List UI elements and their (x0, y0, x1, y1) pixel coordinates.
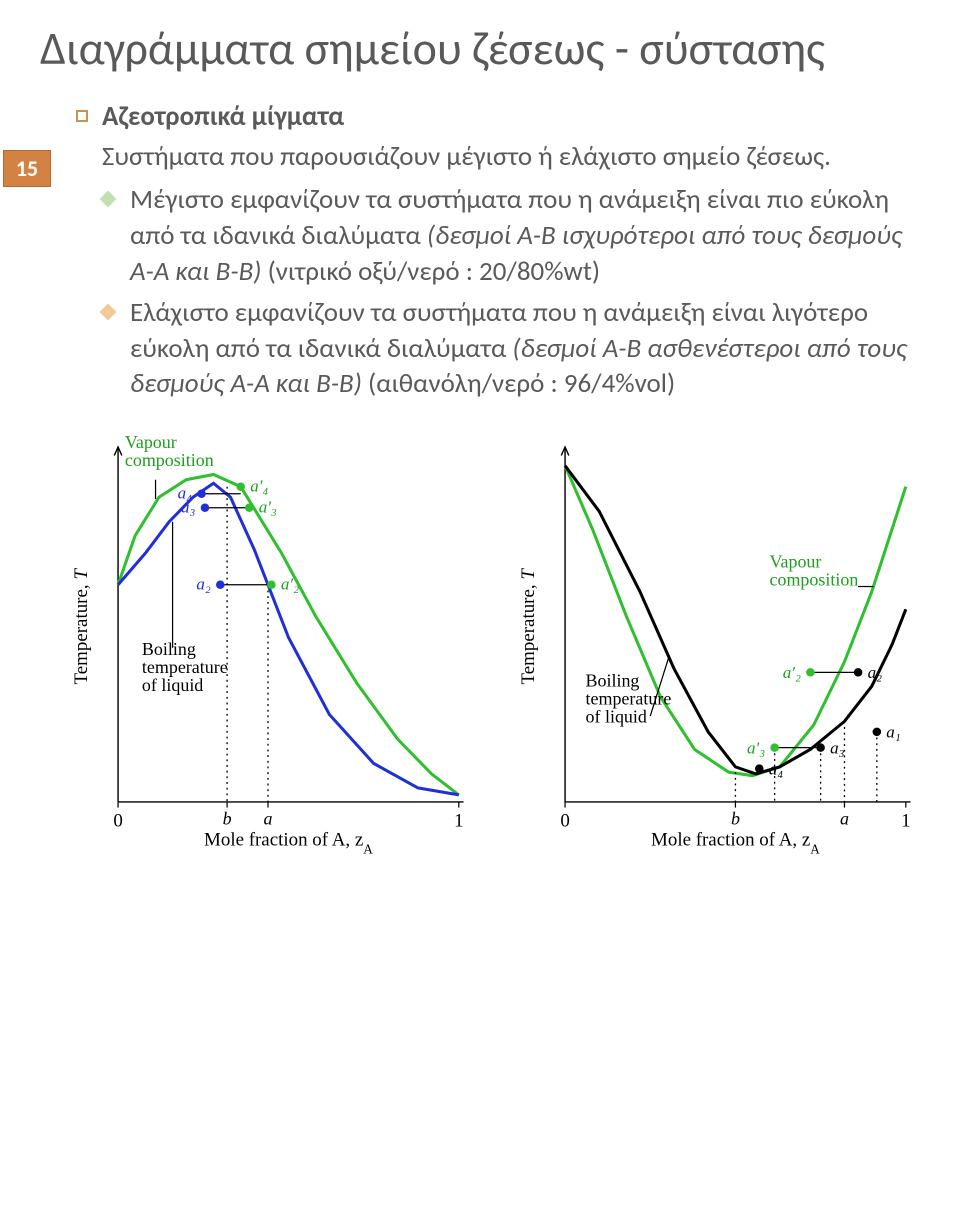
square-bullet-icon (76, 110, 88, 122)
svg-text:1: 1 (901, 811, 910, 832)
svg-text:Boilingtemperatureof liquid: Boilingtemperatureof liquid (142, 639, 228, 695)
svg-text:a₃: a₃ (830, 738, 845, 757)
svg-text:a₄: a₄ (769, 759, 784, 778)
svg-text:Vapourcomposition: Vapourcomposition (770, 551, 859, 589)
svg-text:0: 0 (113, 811, 122, 832)
svg-text:Temperature, T: Temperature, T (518, 568, 539, 685)
bullet-text: Ελάχιστο εμφανίζουν τα συστήματα που η α… (130, 295, 920, 402)
svg-text:a′₄: a′₄ (250, 477, 268, 496)
svg-text:Mole fraction of A, zA: Mole fraction of A, zA (651, 830, 820, 857)
svg-text:1: 1 (454, 811, 463, 832)
svg-text:a₃: a₃ (181, 498, 196, 517)
slide-number-badge: 15 (3, 150, 51, 187)
svg-text:a₂: a₂ (196, 575, 211, 594)
svg-text:Boilingtemperatureof liquid: Boilingtemperatureof liquid (586, 670, 672, 726)
phase-diagram-minimum: 0 1 Mole fraction of A, zA Temperature, T Va… (513, 426, 920, 856)
svg-text:a′₂: a′₂ (281, 575, 299, 594)
bullet-item: Ελάχιστο εμφανίζουν τα συστήματα που η α… (102, 295, 920, 402)
svg-text:a₂: a₂ (868, 663, 883, 682)
section-heading-row: Αζεοτροπικά μίγματα (76, 100, 920, 133)
svg-text:a₁: a₁ (886, 723, 900, 742)
bullet-text: Μέγιστο εμφανίζουν τα συστήματα που η αν… (130, 182, 920, 289)
diamond-bullet-icon (100, 304, 117, 321)
charts-row: 0 1 Mole fraction of A, zA Temperature, T Va… (66, 426, 920, 856)
page-title: Διαγράμματα σημείου ζέσεως - σύστασης (40, 22, 920, 76)
svg-text:Vapourcomposition: Vapourcomposition (125, 432, 214, 470)
svg-text:a: a (263, 809, 272, 829)
slide-number-rail: 15 (0, 150, 54, 187)
intro-text: Συστήματα που παρουσιάζουν μέγιστο ή ελά… (102, 139, 920, 174)
phase-diagram-maximum: 0 1 Mole fraction of A, zA Temperature, T Va… (66, 426, 473, 856)
svg-text:a: a (840, 809, 849, 829)
svg-text:a′₃: a′₃ (259, 498, 277, 517)
svg-text:0: 0 (560, 811, 569, 832)
chart-left: 0 1 Mole fraction of A, zA Temperature, T Va… (66, 426, 473, 856)
bullet-item: Μέγιστο εμφανίζουν τα συστήματα που η αν… (102, 182, 920, 289)
svg-text:a′₃: a′₃ (747, 738, 765, 757)
chart-right: 0 1 Mole fraction of A, zA Temperature, T Va… (513, 426, 920, 856)
diamond-bullet-icon (100, 191, 117, 208)
svg-text:b: b (731, 809, 740, 829)
svg-text:a′₂: a′₂ (783, 663, 801, 682)
svg-text:Temperature, T: Temperature, T (71, 568, 92, 685)
section-heading: Αζεοτροπικά μίγματα (102, 100, 344, 133)
svg-text:Mole fraction of A, zA: Mole fraction of A, zA (204, 830, 373, 857)
svg-text:b: b (223, 809, 232, 829)
content-area: Αζεοτροπικά μίγματα Συστήματα που παρουσ… (76, 100, 920, 856)
